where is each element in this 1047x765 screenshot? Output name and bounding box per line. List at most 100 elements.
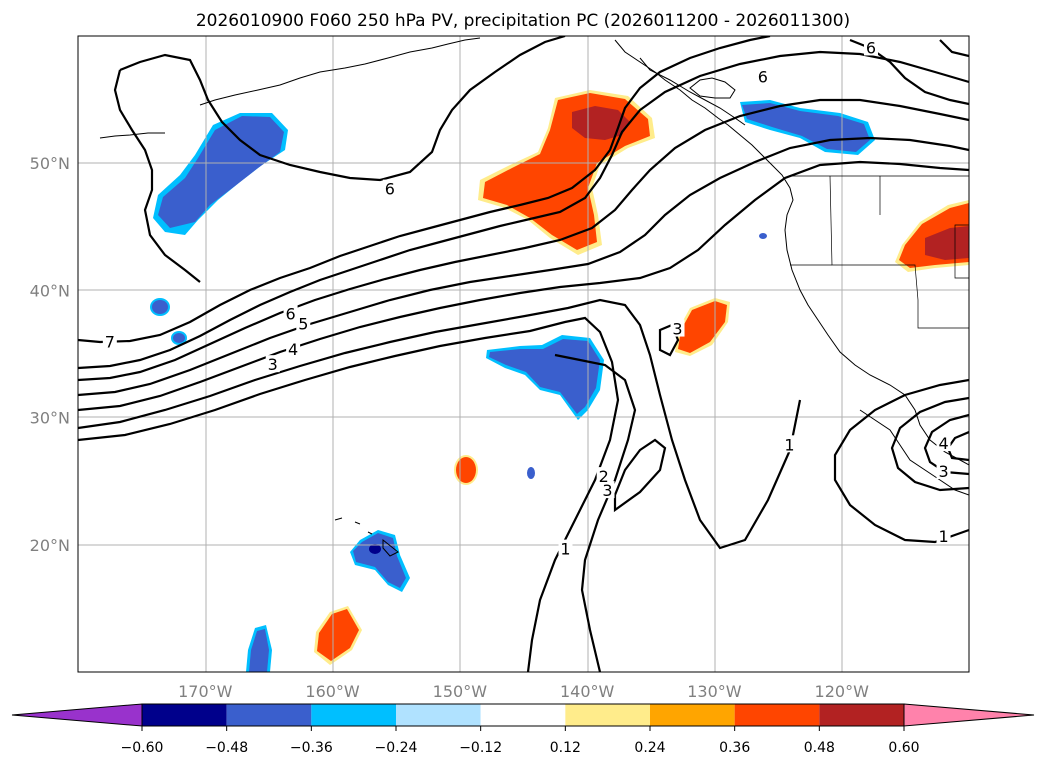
contour-label: 5 xyxy=(298,314,308,333)
contour-label: 6 xyxy=(285,304,295,323)
contour-label-bg xyxy=(863,38,878,56)
colorbar-tick-label: 0.24 xyxy=(634,740,665,756)
colorbar-box xyxy=(142,704,227,726)
contour-label: 3 xyxy=(268,355,278,374)
region-california-positive xyxy=(895,200,969,272)
colorbar-box xyxy=(311,704,396,726)
contour-label: 7 xyxy=(105,332,115,351)
chart-title: 2026010900 F060 250 hPa PV, precipitatio… xyxy=(196,11,850,31)
contour-label-bg xyxy=(596,467,611,485)
contour-label-bg xyxy=(558,539,573,557)
contour-label: 6 xyxy=(758,68,768,87)
contour-low-2 xyxy=(890,396,969,492)
colorbar-tick-label: 0.12 xyxy=(550,740,581,756)
contour-1b xyxy=(554,353,637,672)
contour-label-bg xyxy=(265,355,280,373)
lon-tick-label: 120°W xyxy=(815,682,870,701)
region-minor-blobs xyxy=(150,233,767,479)
contour-label-bg xyxy=(102,332,117,350)
contour-low-outer xyxy=(833,378,969,544)
contour-label: 1 xyxy=(560,540,570,559)
lat-tick-label: 50°N xyxy=(30,154,70,173)
lat-tick-label: 20°N xyxy=(30,536,70,555)
contour-3a xyxy=(78,160,969,412)
contour-label: 3 xyxy=(602,481,612,500)
kodiak xyxy=(689,77,736,99)
contour-label-bg xyxy=(936,526,951,544)
contour-label-bg xyxy=(782,435,797,453)
contour-4 xyxy=(78,136,969,397)
lon-tick-labels: 170°W 160°W 150°W 140°W 130°W 120°W xyxy=(178,682,869,701)
na-west-coast xyxy=(614,39,969,466)
colorbar-box xyxy=(226,704,312,726)
colorbar-box xyxy=(650,704,735,726)
lat-tick-label: 30°N xyxy=(30,409,70,428)
region-south-negative xyxy=(246,625,272,672)
contour-label-bg xyxy=(755,67,770,85)
contour-label-bg xyxy=(936,434,951,452)
coastlines xyxy=(99,37,969,557)
contour-label-bg xyxy=(600,481,615,499)
contour-label: 4 xyxy=(288,340,298,359)
colorbar-box xyxy=(396,704,481,726)
aleutian-west xyxy=(99,132,165,139)
lon-tick-label: 160°W xyxy=(305,682,360,701)
contour-label: 2 xyxy=(599,467,609,486)
colorbar-extend-low xyxy=(11,703,143,727)
contour-label: 4 xyxy=(938,434,948,453)
contour-label: 3 xyxy=(938,462,948,481)
contour-6a xyxy=(78,50,969,370)
aleutian-chain xyxy=(199,37,481,106)
contour-label-bg xyxy=(670,319,685,337)
colorbar: −0.60 −0.48 −0.36 −0.24 −0.12 0.12 0.24 0.36 0.4… xyxy=(11,703,1035,756)
lon-tick-label: 140°W xyxy=(560,682,615,701)
alaska-panhandle xyxy=(639,57,746,126)
state-borders-inner xyxy=(790,176,969,279)
lat-tick-labels: 20°N 30°N 40°N 50°N xyxy=(30,154,70,555)
colorbar-tick-label: −0.60 xyxy=(121,740,164,756)
contour-label: 1 xyxy=(938,527,948,546)
contour-1a xyxy=(78,316,620,672)
colorbar-tick-label: −0.36 xyxy=(290,740,333,756)
colorbar-extend-high xyxy=(903,703,1035,727)
contour-label: 3 xyxy=(672,320,682,339)
political-borders xyxy=(790,175,969,329)
colorbar-box xyxy=(819,704,904,726)
baja-coast xyxy=(859,409,969,496)
contour-label-bg xyxy=(286,339,301,357)
colorbar-tick-label: −0.48 xyxy=(205,740,248,756)
contour-7 xyxy=(78,36,771,344)
region-aleutian-negative xyxy=(153,113,288,235)
colorbar-tick-label: −0.24 xyxy=(375,740,418,756)
contour-label-bg xyxy=(382,179,397,197)
colorbar-outline xyxy=(141,703,905,727)
contour-7b xyxy=(113,69,201,283)
contour-3-loop xyxy=(613,438,667,513)
contour-label: 1 xyxy=(784,435,794,454)
colorbar-tick-label: 0.60 xyxy=(888,740,919,756)
colorbar-box xyxy=(565,704,650,726)
contour-2 xyxy=(78,298,802,550)
lon-tick-label: 130°W xyxy=(687,682,742,701)
colorbar-tick-label: 0.48 xyxy=(804,740,835,756)
region-gulf-of-alaska-positive xyxy=(478,90,655,255)
lon-tick-label: 170°W xyxy=(178,682,233,701)
contour-label-bg xyxy=(936,462,951,480)
contour-label: 6 xyxy=(866,38,876,57)
gridlines xyxy=(78,36,969,672)
hawaiian-islands xyxy=(334,517,399,557)
state-borders-west xyxy=(829,175,969,329)
contour-6b xyxy=(119,36,566,182)
colorbar-box xyxy=(734,704,820,726)
contour-6d xyxy=(939,39,969,58)
map-frame xyxy=(77,35,970,673)
colorbar-box xyxy=(480,704,566,726)
contour-label-bg xyxy=(283,304,298,322)
contour-label: 6 xyxy=(385,180,395,199)
colorbar-tick-label: −0.12 xyxy=(459,740,502,756)
lon-tick-label: 150°W xyxy=(433,682,488,701)
lat-tick-label: 40°N xyxy=(30,281,70,300)
